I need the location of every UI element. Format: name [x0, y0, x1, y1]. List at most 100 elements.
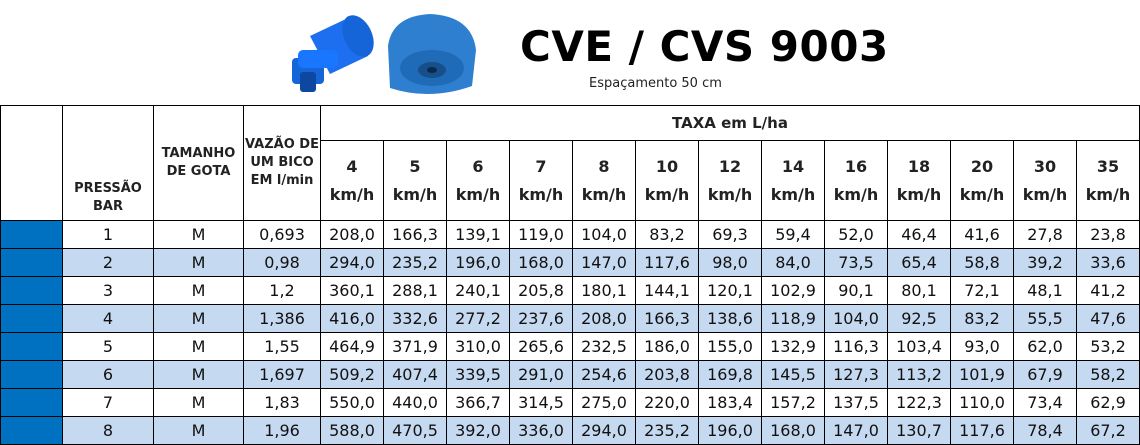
rate-cell: 186,0 [635, 332, 699, 361]
rate-cell: 65,4 [887, 248, 951, 277]
rate-cell: 166,3 [635, 304, 699, 333]
rate-cell: 53,2 [1076, 332, 1140, 361]
rate-cell: 73,4 [1013, 388, 1077, 417]
header-speed: 4 km/h [320, 140, 384, 221]
table-row: 3 M 1,2 360,1 288,1 240,1 205,8 180,1 144,1 120,1… [0, 276, 1140, 305]
header-speed: 6 km/h [446, 140, 510, 221]
rate-cell: 102,9 [761, 276, 825, 305]
rate-cell: 196,0 [698, 416, 762, 445]
nozzle-side [292, 15, 374, 92]
rate-cell: 117,6 [635, 248, 699, 277]
pressure-cell: 8 [62, 416, 154, 445]
rate-cell: 509,2 [320, 360, 384, 389]
rate-cell: 119,0 [509, 220, 573, 249]
rate-cell: 104,0 [572, 220, 636, 249]
header-speed: 30 km/h [1013, 140, 1077, 221]
droplet-cell: M [153, 304, 244, 333]
corner-cell [0, 105, 63, 221]
header-speed: 18 km/h [887, 140, 951, 221]
rate-cell: 360,1 [320, 276, 384, 305]
rate-cell: 101,9 [950, 360, 1014, 389]
rate-cell: 52,0 [824, 220, 888, 249]
rate-cell: 72,1 [950, 276, 1014, 305]
rate-cell: 120,1 [698, 276, 762, 305]
rate-cell: 67,2 [1076, 416, 1140, 445]
table-row: 7 M 1,83 550,0 440,0 366,7 314,5 275,0 220,0 183,… [0, 388, 1140, 417]
rate-cell: 39,2 [1013, 248, 1077, 277]
nozzle-cap [388, 14, 476, 95]
rate-cell: 336,0 [509, 416, 573, 445]
rate-cell: 59,4 [761, 220, 825, 249]
row-marker [0, 304, 63, 333]
pressure-cell: 2 [62, 248, 154, 277]
rate-cell: 232,5 [572, 332, 636, 361]
rate-cell: 265,6 [509, 332, 573, 361]
header-speed: 16 km/h [824, 140, 888, 221]
rate-cell: 237,6 [509, 304, 573, 333]
rate-cell: 310,0 [446, 332, 510, 361]
rate-cell: 440,0 [383, 388, 447, 417]
pressure-cell: 5 [62, 332, 154, 361]
header-rate: TAXA em L/ha [320, 105, 1140, 141]
flow-cell: 1,96 [243, 416, 321, 445]
rate-cell: 67,9 [1013, 360, 1077, 389]
rate-cell: 138,6 [698, 304, 762, 333]
rate-cell: 235,2 [635, 416, 699, 445]
flow-cell: 0,98 [243, 248, 321, 277]
flow-cell: 1,386 [243, 304, 321, 333]
droplet-cell: M [153, 416, 244, 445]
flow-cell: 1,2 [243, 276, 321, 305]
rate-cell: 168,0 [509, 248, 573, 277]
rate-cell: 83,2 [950, 304, 1014, 333]
rate-cell: 240,1 [446, 276, 510, 305]
rate-cell: 69,3 [698, 220, 762, 249]
rate-cell: 314,5 [509, 388, 573, 417]
rate-cell: 33,6 [1076, 248, 1140, 277]
rate-cell: 169,8 [698, 360, 762, 389]
rate-cell: 27,8 [1013, 220, 1077, 249]
table-row: 4 M 1,386 416,0 332,6 277,2 237,6 208,0 166,3 138… [0, 304, 1140, 333]
rate-cell: 294,0 [320, 248, 384, 277]
row-marker [0, 332, 63, 361]
speed-header-row: 4 km/h 5 km/h 6 km/h 7 km/h 8 km/h 10 km/h 12 … [1, 140, 1140, 221]
rate-cell: 55,5 [1013, 304, 1077, 333]
rate-cell: 58,8 [950, 248, 1014, 277]
header-speed: 20 km/h [950, 140, 1014, 221]
rate-cell: 157,2 [761, 388, 825, 417]
subtitle: Espaçamento 50 cm [589, 76, 722, 91]
rate-cell: 291,0 [509, 360, 573, 389]
rate-cell: 288,1 [383, 276, 447, 305]
rate-cell: 127,3 [824, 360, 888, 389]
rate-cell: 62,9 [1076, 388, 1140, 417]
flow-cell: 1,55 [243, 332, 321, 361]
rate-cell: 41,6 [950, 220, 1014, 249]
table-row: 2 M 0,98 294,0 235,2 196,0 168,0 147,0 117,6 98,0… [0, 248, 1140, 277]
rate-cell: 166,3 [383, 220, 447, 249]
rate-cell: 78,4 [1013, 416, 1077, 445]
rate-cell: 407,4 [383, 360, 447, 389]
rate-cell: 23,8 [1076, 220, 1140, 249]
rate-cell: 130,7 [887, 416, 951, 445]
rate-cell: 203,8 [635, 360, 699, 389]
rate-cell: 180,1 [572, 276, 636, 305]
rate-cell: 98,0 [698, 248, 762, 277]
pressure-cell: 4 [62, 304, 154, 333]
rate-cell: 58,2 [1076, 360, 1140, 389]
header-droplet: TAMANHO DE GOTA [153, 105, 244, 221]
flow-cell: 1,83 [243, 388, 321, 417]
header-speed: 35 km/h [1076, 140, 1140, 221]
rate-cell: 208,0 [572, 304, 636, 333]
table-row: 1 M 0,693 208,0 166,3 139,1 119,0 104,0 83,2 69,3… [0, 220, 1140, 249]
rate-cell: 588,0 [320, 416, 384, 445]
nozzle-images [292, 14, 476, 95]
droplet-cell: M [153, 388, 244, 417]
rate-cell: 208,0 [320, 220, 384, 249]
pressure-cell: 7 [62, 388, 154, 417]
rate-cell: 144,1 [635, 276, 699, 305]
rate-cell: 332,6 [383, 304, 447, 333]
rate-cell: 254,6 [572, 360, 636, 389]
rate-cell: 41,2 [1076, 276, 1140, 305]
rate-cell: 48,1 [1013, 276, 1077, 305]
rate-cell: 168,0 [761, 416, 825, 445]
